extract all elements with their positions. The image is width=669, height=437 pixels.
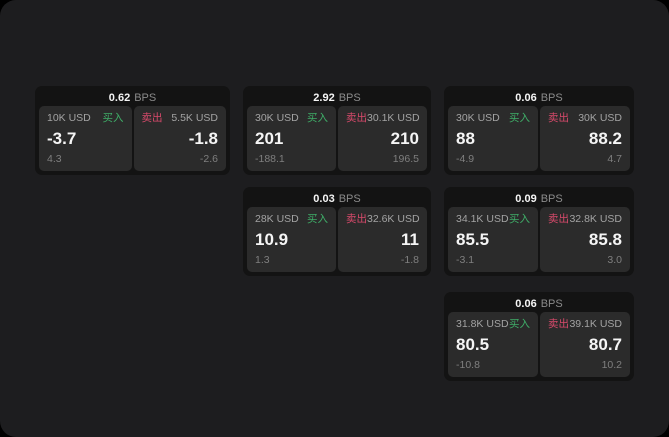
quote-card: 0.06 BPS 31.8K USD 买入 80.5 -10.8 卖出 39.1… bbox=[444, 292, 634, 381]
quote-delta: -4.9 bbox=[456, 153, 475, 165]
buy-quote-panel[interactable]: 31.8K USD 买入 80.5 -10.8 bbox=[448, 312, 538, 377]
quote-card: 2.92 BPS 30K USD 买入 201 -188.1 卖出 30.1K … bbox=[243, 86, 431, 175]
bps-header: 0.06 BPS bbox=[448, 90, 630, 106]
bps-header: 0.03 BPS bbox=[247, 191, 427, 207]
quote-delta: -2.6 bbox=[199, 153, 218, 165]
quote-card: 0.62 BPS 10K USD 买入 -3.7 4.3 卖出 5.5K USD… bbox=[35, 86, 230, 175]
quote-card: 0.06 BPS 30K USD 买入 88 -4.9 卖出 30K USD 8… bbox=[444, 86, 634, 175]
sell-button[interactable]: 卖出 bbox=[346, 213, 367, 225]
bps-unit: BPS bbox=[338, 92, 361, 104]
quote-price: 210 bbox=[390, 128, 419, 148]
notional-label: 34.1K USD bbox=[456, 213, 509, 225]
notional-label: 30K USD bbox=[578, 112, 622, 124]
quote-price: 10.9 bbox=[255, 229, 289, 249]
sell-quote-panel[interactable]: 卖出 32.8K USD 85.8 3.0 bbox=[540, 207, 630, 272]
bps-value: 0.06 bbox=[515, 298, 537, 310]
bps-value: 0.03 bbox=[313, 193, 335, 205]
buy-quote-panel[interactable]: 28K USD 买入 10.9 1.3 bbox=[247, 207, 336, 272]
notional-label: 10K USD bbox=[47, 112, 91, 124]
notional-label: 31.8K USD bbox=[456, 318, 509, 330]
sell-button[interactable]: 卖出 bbox=[346, 112, 367, 124]
quote-price: -3.7 bbox=[47, 128, 77, 148]
buy-button[interactable]: 买入 bbox=[509, 112, 530, 124]
buy-button[interactable]: 买入 bbox=[307, 112, 328, 124]
bps-value: 0.62 bbox=[108, 92, 131, 104]
buy-button[interactable]: 买入 bbox=[307, 213, 328, 225]
notional-label: 28K USD bbox=[255, 213, 299, 225]
sell-button[interactable]: 卖出 bbox=[141, 112, 163, 124]
sell-button[interactable]: 卖出 bbox=[548, 112, 569, 124]
quote-delta: 4.7 bbox=[607, 153, 622, 165]
quote-price: 85.8 bbox=[588, 229, 622, 249]
quote-price: 85.5 bbox=[456, 229, 490, 249]
bps-value: 0.09 bbox=[515, 193, 537, 205]
quote-card: 0.03 BPS 28K USD 买入 10.9 1.3 卖出 32.6K US… bbox=[243, 187, 431, 276]
sell-quote-panel[interactable]: 卖出 30.1K USD 210 196.5 bbox=[338, 106, 427, 171]
bps-header: 0.06 BPS bbox=[448, 296, 630, 312]
sell-quote-panel[interactable]: 卖出 30K USD 88.2 4.7 bbox=[540, 106, 630, 171]
sell-quote-panel[interactable]: 卖出 5.5K USD -1.8 -2.6 bbox=[133, 106, 226, 171]
quote-price: 201 bbox=[255, 128, 284, 148]
bps-unit: BPS bbox=[338, 193, 361, 205]
quote-delta: 3.0 bbox=[607, 254, 622, 266]
quote-price: 11 bbox=[401, 229, 419, 249]
quote-card: 0.09 BPS 34.1K USD 买入 85.5 -3.1 卖出 32.8K… bbox=[444, 187, 634, 276]
quote-delta: 10.2 bbox=[601, 359, 622, 371]
buy-button[interactable]: 买入 bbox=[509, 318, 530, 330]
quote-delta: -188.1 bbox=[255, 153, 285, 165]
notional-label: 30K USD bbox=[255, 112, 299, 124]
quote-price: 88.2 bbox=[588, 128, 622, 148]
quote-price: -1.8 bbox=[188, 128, 218, 148]
bps-value: 2.92 bbox=[313, 92, 335, 104]
bps-unit: BPS bbox=[134, 92, 157, 104]
quote-delta: -10.8 bbox=[456, 359, 480, 371]
buy-button[interactable]: 买入 bbox=[509, 213, 530, 225]
bps-header: 0.62 BPS bbox=[39, 90, 226, 106]
quote-delta: -3.1 bbox=[456, 254, 475, 266]
sell-button[interactable]: 卖出 bbox=[548, 213, 569, 225]
bps-unit: BPS bbox=[540, 92, 563, 104]
buy-quote-panel[interactable]: 30K USD 买入 88 -4.9 bbox=[448, 106, 538, 171]
buy-quote-panel[interactable]: 10K USD 买入 -3.7 4.3 bbox=[39, 106, 132, 171]
bps-header: 2.92 BPS bbox=[247, 90, 427, 106]
notional-label: 5.5K USD bbox=[171, 112, 218, 124]
buy-quote-panel[interactable]: 34.1K USD 买入 85.5 -3.1 bbox=[448, 207, 538, 272]
bps-header: 0.09 BPS bbox=[448, 191, 630, 207]
quote-price: 80.5 bbox=[456, 334, 490, 354]
quote-delta: -1.8 bbox=[400, 254, 419, 266]
sell-quote-panel[interactable]: 卖出 39.1K USD 80.7 10.2 bbox=[540, 312, 630, 377]
quote-price: 80.7 bbox=[588, 334, 622, 354]
notional-label: 32.6K USD bbox=[367, 213, 420, 225]
buy-quote-panel[interactable]: 30K USD 买入 201 -188.1 bbox=[247, 106, 336, 171]
sell-quote-panel[interactable]: 卖出 32.6K USD 11 -1.8 bbox=[338, 207, 427, 272]
quote-price: 88 bbox=[456, 128, 475, 148]
notional-label: 30K USD bbox=[456, 112, 500, 124]
bps-unit: BPS bbox=[540, 298, 563, 310]
quote-delta: 1.3 bbox=[255, 254, 270, 266]
bps-unit: BPS bbox=[540, 193, 563, 205]
notional-label: 39.1K USD bbox=[569, 318, 622, 330]
bps-value: 0.06 bbox=[515, 92, 537, 104]
quote-delta: 4.3 bbox=[47, 153, 62, 165]
quote-delta: 196.5 bbox=[392, 153, 419, 165]
notional-label: 32.8K USD bbox=[569, 213, 622, 225]
notional-label: 30.1K USD bbox=[367, 112, 420, 124]
sell-button[interactable]: 卖出 bbox=[548, 318, 569, 330]
buy-button[interactable]: 买入 bbox=[102, 112, 124, 124]
